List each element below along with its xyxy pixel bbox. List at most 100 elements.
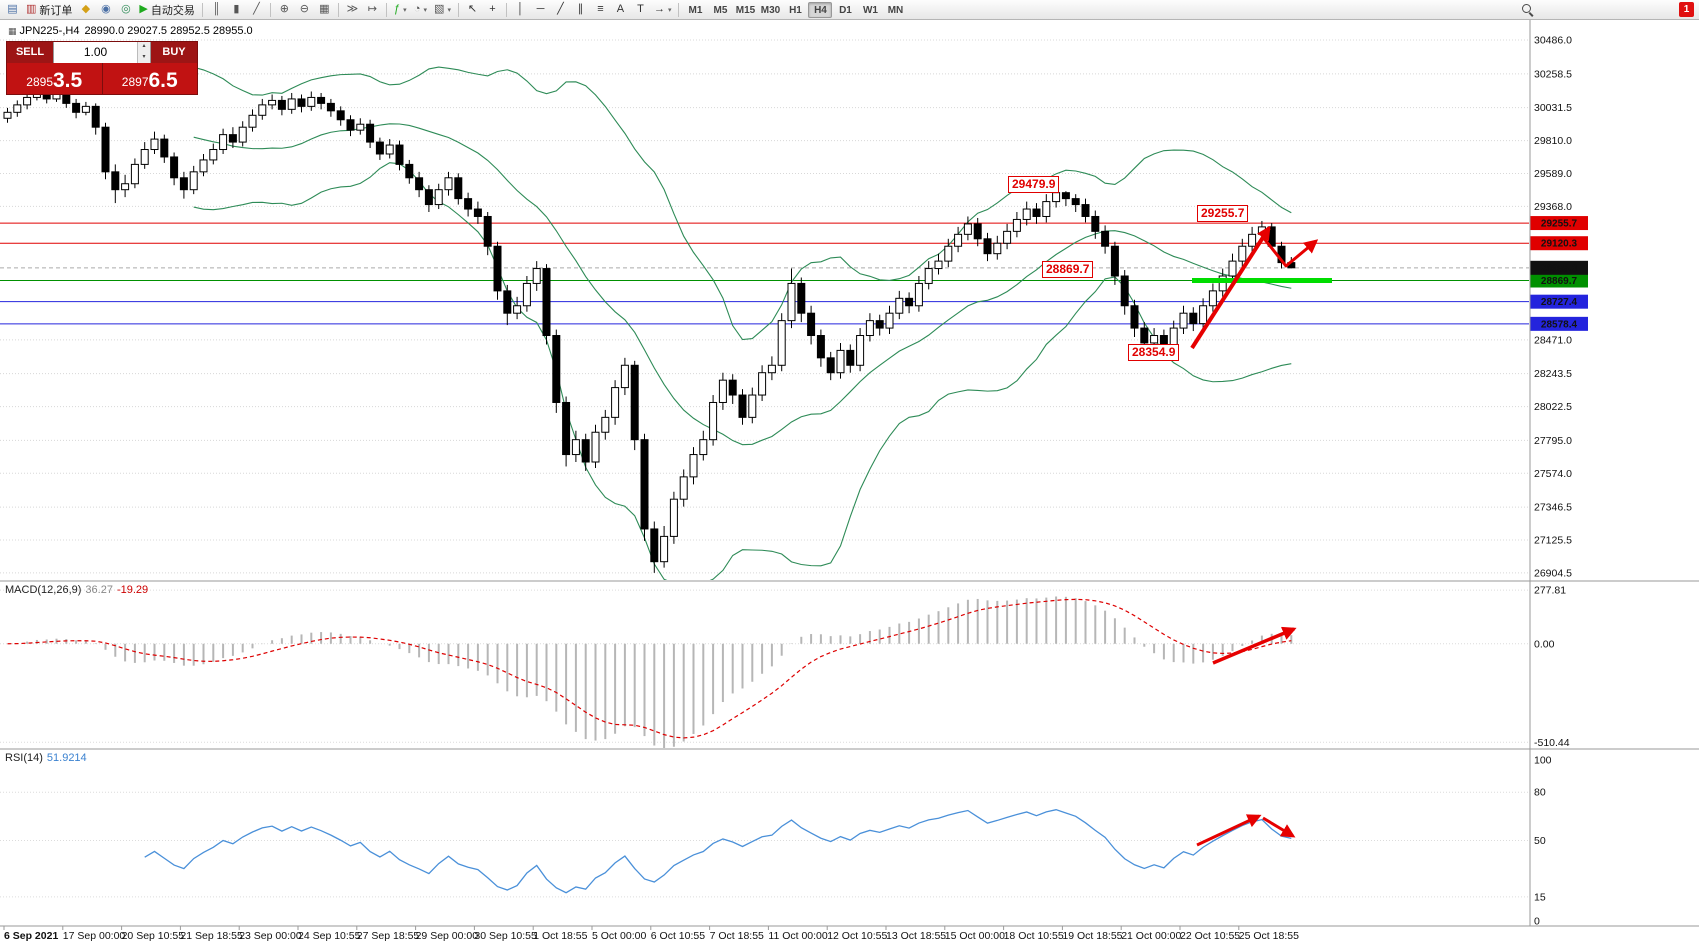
trend-arrow[interactable] xyxy=(1262,816,1296,838)
crosshair-icon[interactable]: + xyxy=(483,1,502,18)
tile-windows-icon-glyph: ▦ xyxy=(319,3,330,15)
buy-price[interactable]: 2897 6.5 xyxy=(102,63,197,94)
fibonacci-icon[interactable]: ≡ xyxy=(591,1,610,18)
time-axis-label: 22 Oct 10:55 xyxy=(1180,930,1240,942)
price-gridlines xyxy=(0,39,1529,574)
line-chart-icon[interactable]: ╱ xyxy=(247,1,266,18)
profiles-icon[interactable]: ◉ xyxy=(96,1,115,18)
timeframe-h4[interactable]: H4 xyxy=(808,1,833,18)
periods-icon-glyph: ◔ xyxy=(413,3,421,15)
templates-icon[interactable]: ▧ ▾ xyxy=(431,1,454,18)
price-annotation[interactable]: 28869.7 xyxy=(1042,261,1094,278)
profiles-icon-glyph: ◉ xyxy=(101,3,111,15)
price-marker-box xyxy=(1530,273,1588,288)
buy-price-small: 2897 xyxy=(121,75,149,89)
trend-arrow[interactable] xyxy=(1190,225,1271,350)
metaquotes-icon-glyph: ◆ xyxy=(81,3,91,15)
time-axis-label: 29 Sep 00:00 xyxy=(416,930,479,942)
cursor-icon-glyph: ↖ xyxy=(467,3,478,15)
periods-icon[interactable]: ◔ ▾ xyxy=(411,1,430,18)
zoom-in-icon-glyph: ⊕ xyxy=(279,3,289,15)
metaquotes-icon[interactable]: ◆ xyxy=(76,1,95,18)
arrows-icon[interactable]: → ▾ xyxy=(651,1,675,18)
chart-shift-icon-glyph: ↦ xyxy=(367,3,377,15)
bar-chart-icon-glyph: ║ xyxy=(212,3,221,15)
zoom-out-icon[interactable]: ⊖ xyxy=(295,1,314,18)
price-annotation[interactable]: 28354.9 xyxy=(1128,344,1180,361)
candlestick-chart-icon[interactable]: ▮ xyxy=(227,1,246,18)
horizontal-line-icon[interactable]: ─ xyxy=(531,1,550,18)
ohlc-values: 28990.0 29027.5 28952.5 28955.0 xyxy=(84,25,253,37)
price-marker-box xyxy=(1530,216,1588,231)
market-watch-icon[interactable]: ◎ xyxy=(116,1,135,18)
toolbar: ▤ ▥ 新订单 ◆ ◉ ◎ ▶ 自动交易 ║ ▮ ╱ ⊕ ⊖ ▦ ≫ ↦ ƒ ▾ ◔ ▾ ▧ ▾ ↖ + │ ─ ╱ ∥ ≡ A T → ▾ M1… xyxy=(0,0,1699,20)
price-annotation[interactable]: 29255.7 xyxy=(1197,205,1249,222)
text-label-icon[interactable]: T xyxy=(631,1,650,18)
trend-arrow[interactable] xyxy=(1196,814,1262,847)
new-order-button[interactable]: ▥ 新订单 xyxy=(23,1,75,18)
timeframe-w1[interactable]: W1 xyxy=(862,4,878,16)
timeframe-m5[interactable]: M5 xyxy=(713,4,728,16)
sell-price-small: 2895 xyxy=(26,75,53,89)
timeframe-m30[interactable]: M30 xyxy=(760,4,781,16)
bar-chart-icon[interactable]: ║ xyxy=(207,1,226,18)
price-axis-label: 27125.5 xyxy=(1534,535,1572,547)
indicators-icon[interactable]: ƒ ▾ xyxy=(391,1,410,18)
trend-arrow[interactable] xyxy=(1212,626,1297,665)
price-axis-label: 28022.5 xyxy=(1534,401,1572,413)
rsi-axis-label: 0 xyxy=(1534,916,1540,928)
dropdown-caret-icon: ▾ xyxy=(423,6,428,14)
zoom-in-icon[interactable]: ⊕ xyxy=(275,1,294,18)
sell-button[interactable]: SELL xyxy=(7,42,53,63)
trend-arrow[interactable] xyxy=(1260,235,1319,268)
vertical-line-icon[interactable]: │ xyxy=(511,1,530,18)
timeframe-d1[interactable]: D1 xyxy=(839,4,852,16)
new-order-button-label: 新订单 xyxy=(39,4,73,17)
channel-icon[interactable]: ∥ xyxy=(571,1,590,18)
search-icon[interactable] xyxy=(1518,1,1537,18)
toolbar-sep xyxy=(385,2,387,17)
arrows-icon-glyph: → xyxy=(653,3,665,15)
volume-value[interactable]: 1.00 xyxy=(83,45,108,59)
text-icon-glyph: A xyxy=(616,3,625,15)
timeframe-mn[interactable]: MN xyxy=(887,4,904,16)
toolbar-sep xyxy=(505,2,507,17)
time-axis-label: 6 Sep 2021 xyxy=(4,930,58,942)
time-axis-label: 11 Oct 00:00 xyxy=(768,930,828,942)
autotrading-button[interactable]: ▶ 自动交易 xyxy=(136,1,197,18)
volume-down-icon[interactable]: ▾ xyxy=(138,52,150,63)
sell-price[interactable]: 2895 3.5 xyxy=(7,63,103,94)
time-axis-label: 18 Oct 10:55 xyxy=(1004,930,1064,942)
cursor-icon[interactable]: ↖ xyxy=(463,1,482,18)
price-axis-label: 28243.5 xyxy=(1534,368,1572,380)
time-axis-label: 21 Sep 18:55 xyxy=(180,930,243,942)
chart-plot-area[interactable] xyxy=(0,20,1699,945)
new-chart-icon[interactable]: ▤ xyxy=(3,1,22,18)
tile-windows-icon[interactable]: ▦ xyxy=(315,1,334,18)
price-axis-label: 27346.5 xyxy=(1534,502,1572,514)
timeframe-h1[interactable]: H1 xyxy=(789,4,802,16)
price-axis[interactable] xyxy=(1530,20,1699,926)
time-axis-label: 5 Oct 00:00 xyxy=(592,930,646,942)
volume-up-icon[interactable]: ▴ xyxy=(138,42,150,53)
timeframe-m15[interactable]: M15 xyxy=(735,4,756,16)
new-chart-icon-glyph: ▤ xyxy=(7,3,18,15)
volume-spinner[interactable]: ▴ ▾ xyxy=(137,42,150,63)
axes: 30486.0 30258.5 30031.5 29810.0 29589.0 29368… xyxy=(3,35,1588,942)
text-icon[interactable]: A xyxy=(611,1,630,18)
time-axis-label: 30 Sep 10:55 xyxy=(474,930,537,942)
timeframe-m1[interactable]: M1 xyxy=(688,4,703,16)
price-marker-box xyxy=(1530,316,1588,331)
time-axis[interactable] xyxy=(0,926,1530,945)
auto-scroll-icon[interactable]: ≫ xyxy=(343,1,362,18)
buy-button[interactable]: BUY xyxy=(151,42,197,63)
chart-shift-icon[interactable]: ↦ xyxy=(363,1,382,18)
price-annotation[interactable]: 29479.9 xyxy=(1008,176,1060,193)
toolbar-sep xyxy=(201,2,203,17)
volume-input[interactable]: 1.00 ▴ ▾ xyxy=(53,42,151,63)
text-label-icon-glyph: T xyxy=(637,3,644,15)
trendline-icon[interactable]: ╱ xyxy=(551,1,570,18)
drawn-objects[interactable] xyxy=(1190,225,1332,847)
notifications-badge[interactable]: 1 xyxy=(1679,2,1694,17)
